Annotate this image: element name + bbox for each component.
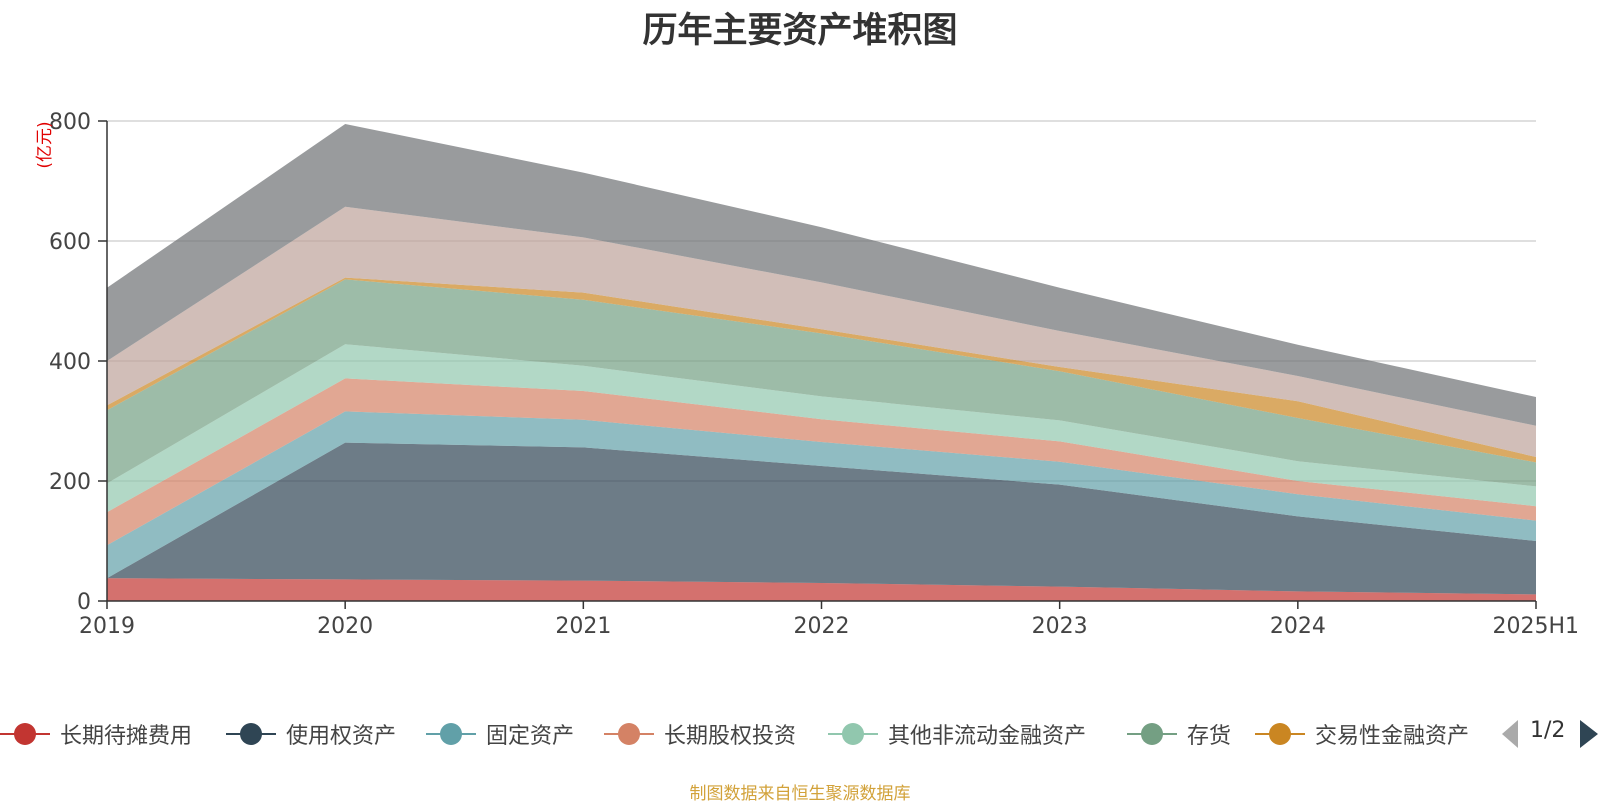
legend-page-indicator: 1/2 bbox=[1530, 718, 1566, 743]
legend-next-page-icon[interactable] bbox=[1578, 719, 1600, 749]
legend-item[interactable]: 长期待摊费用 bbox=[0, 716, 192, 752]
chart-title: 历年主要资产堆积图 bbox=[642, 11, 958, 51]
x-tick-label: 2024 bbox=[1270, 614, 1326, 639]
x-tick-label: 2020 bbox=[317, 614, 373, 639]
legend-marker-icon bbox=[1127, 723, 1177, 745]
legend-label: 其他非流动金融资产 bbox=[888, 724, 1087, 749]
y-axis-label: (亿元) bbox=[35, 121, 55, 168]
x-tick-label: 2019 bbox=[79, 614, 135, 639]
x-tick-label: 2022 bbox=[794, 614, 850, 639]
legend-marker-icon bbox=[1255, 723, 1305, 745]
legend-marker-icon bbox=[426, 723, 476, 745]
source-note: 制图数据来自恒生聚源数据库 bbox=[689, 784, 911, 804]
legend-label: 固定资产 bbox=[486, 724, 575, 749]
x-tick-label: 2023 bbox=[1032, 614, 1088, 639]
legend-item[interactable]: 固定资产 bbox=[426, 716, 574, 752]
legend-item[interactable]: 使用权资产 bbox=[226, 716, 396, 752]
legend-prev-page-icon[interactable] bbox=[1500, 719, 1520, 749]
legend-marker-icon bbox=[226, 723, 276, 745]
legend-item[interactable]: 交易性金融资产 bbox=[1255, 716, 1469, 752]
legend-marker-icon bbox=[0, 723, 50, 745]
legend-item[interactable]: 其他非流动金融资产 bbox=[828, 716, 1086, 752]
area-series-9[interactable] bbox=[107, 124, 1536, 426]
legend-marker-icon bbox=[828, 723, 878, 745]
y-tick-label: 0 bbox=[77, 590, 91, 615]
area-series-3[interactable] bbox=[107, 411, 1536, 579]
y-tick-label: 400 bbox=[49, 350, 91, 375]
legend-label: 长期股权投资 bbox=[664, 724, 797, 749]
y-tick-label: 600 bbox=[49, 230, 91, 255]
legend-label: 交易性金融资产 bbox=[1315, 724, 1470, 749]
legend-label: 存货 bbox=[1187, 724, 1232, 749]
axes: 0 200 400 600 800 2019 2020 2021 2022 2023 2024 202… bbox=[49, 110, 1579, 639]
y-tick-label: 200 bbox=[49, 470, 91, 495]
x-tick-label: 2021 bbox=[555, 614, 611, 639]
legend-item[interactable]: 长期股权投资 bbox=[604, 716, 796, 752]
area-series-8[interactable] bbox=[107, 206, 1536, 457]
legend-label: 长期待摊费用 bbox=[60, 724, 193, 749]
area-series-6[interactable] bbox=[107, 279, 1536, 487]
y-tick-label: 800 bbox=[49, 110, 91, 135]
area-series-2[interactable] bbox=[107, 442, 1536, 595]
x-tick-label: 2025H1 bbox=[1492, 614, 1579, 639]
legend-marker-icon bbox=[604, 723, 654, 745]
legend-label: 使用权资产 bbox=[286, 724, 397, 749]
area-series-1[interactable] bbox=[107, 578, 1536, 601]
area-series-layer bbox=[107, 124, 1536, 601]
legend-item[interactable]: 存货 bbox=[1127, 716, 1231, 752]
legend: 长期待摊费用 使用权资产 固定资产 长期股权投资 其他非流动金融资产 存货 交易性金融资产 bbox=[0, 716, 1600, 752]
